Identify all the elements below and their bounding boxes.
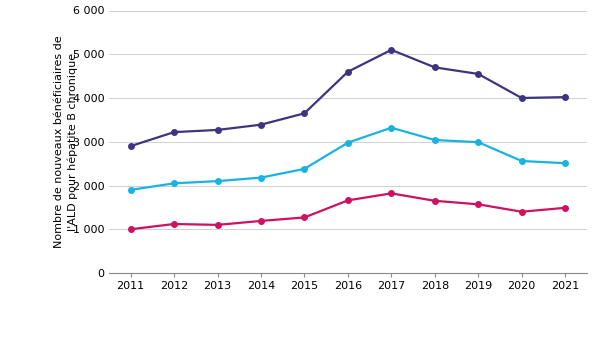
- Y-axis label: Nombre de nouveaux bénéficiaires de
l'ALD pour hépatite B chronique: Nombre de nouveaux bénéficiaires de l'AL…: [54, 35, 78, 248]
- Total: [257, 122, 264, 127]
- Femmes: [561, 206, 569, 210]
- Hommes: [301, 167, 308, 171]
- Femmes: [214, 223, 221, 227]
- Total: [301, 111, 308, 116]
- Femmes: [171, 222, 178, 226]
- Total: [561, 95, 569, 99]
- Total: [388, 48, 395, 52]
- Total: [474, 72, 482, 76]
- Line: Femmes: Femmes: [128, 191, 568, 232]
- Femmes: [257, 219, 264, 223]
- Hommes: [257, 176, 264, 180]
- Hommes: [388, 126, 395, 130]
- Hommes: [344, 140, 352, 145]
- Total: [214, 128, 221, 132]
- Hommes: [127, 188, 134, 192]
- Line: Hommes: Hommes: [128, 125, 568, 192]
- Line: Total: Total: [128, 47, 568, 149]
- Femmes: [127, 227, 134, 231]
- Hommes: [431, 138, 439, 142]
- Femmes: [388, 191, 395, 195]
- Hommes: [561, 161, 569, 165]
- Total: [127, 144, 134, 148]
- Hommes: [518, 159, 525, 163]
- Total: [518, 96, 525, 100]
- Hommes: [214, 179, 221, 183]
- Femmes: [431, 199, 439, 203]
- Total: [431, 65, 439, 69]
- Femmes: [474, 202, 482, 206]
- Hommes: [474, 140, 482, 144]
- Total: [344, 70, 352, 74]
- Femmes: [518, 210, 525, 214]
- Hommes: [171, 181, 178, 186]
- Femmes: [301, 215, 308, 219]
- Femmes: [344, 198, 352, 202]
- Total: [171, 130, 178, 134]
